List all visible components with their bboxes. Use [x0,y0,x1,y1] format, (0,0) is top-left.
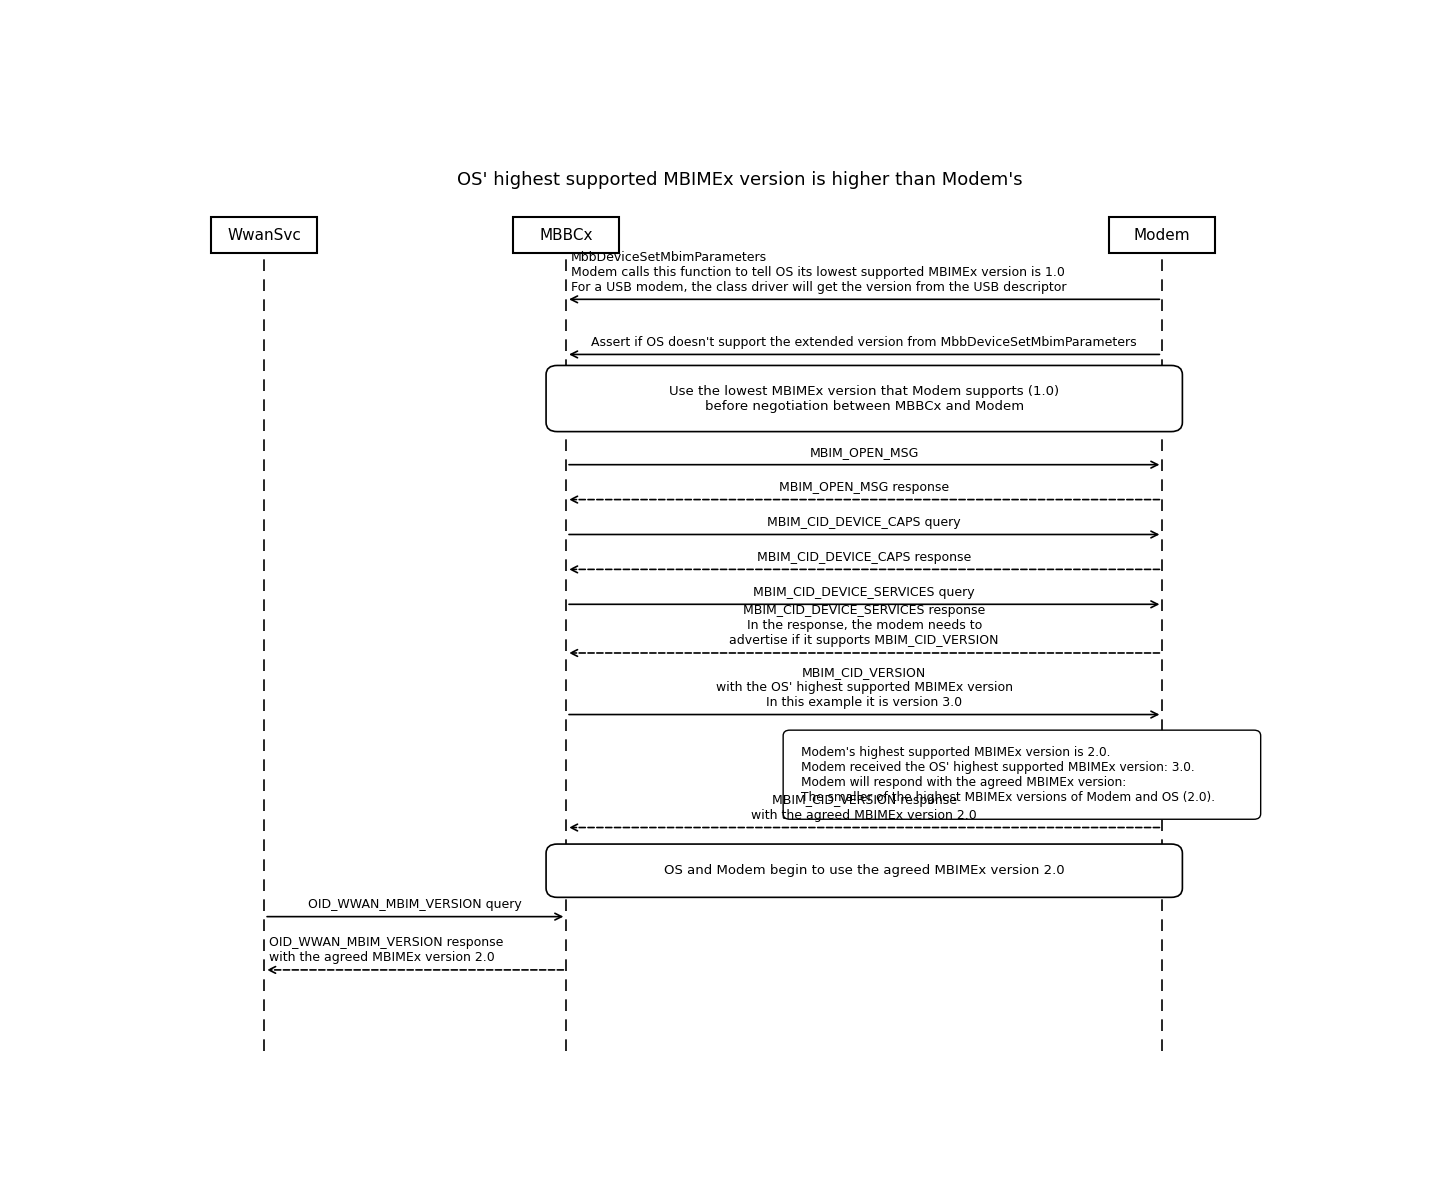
Text: MbbDeviceSetMbimParameters
Modem calls this function to tell OS its lowest suppo: MbbDeviceSetMbimParameters Modem calls t… [570,251,1066,293]
Text: MBIM_CID_DEVICE_SERVICES query: MBIM_CID_DEVICE_SERVICES query [753,586,975,599]
Text: MBIM_CID_VERSION
with the OS' highest supported MBIMEx version
In this example i: MBIM_CID_VERSION with the OS' highest su… [716,666,1013,709]
Text: Assert if OS doesn't support the extended version from MbbDeviceSetMbimParameter: Assert if OS doesn't support the extende… [592,336,1137,348]
FancyBboxPatch shape [211,217,317,253]
Text: OID_WWAN_MBIM_VERSION query: OID_WWAN_MBIM_VERSION query [309,898,522,911]
FancyBboxPatch shape [514,217,619,253]
Text: OS' highest supported MBIMEx version is higher than Modem's: OS' highest supported MBIMEx version is … [457,171,1022,188]
Text: MBIM_CID_DEVICE_SERVICES response
In the response, the modem needs to
advertise : MBIM_CID_DEVICE_SERVICES response In the… [730,605,999,648]
Text: OID_WWAN_MBIM_VERSION response
with the agreed MBIMEx version 2.0: OID_WWAN_MBIM_VERSION response with the … [268,937,504,964]
FancyBboxPatch shape [784,730,1261,820]
Text: Use the lowest MBIMEx version that Modem supports (1.0)
before negotiation betwe: Use the lowest MBIMEx version that Modem… [670,384,1059,413]
Text: MBIM_CID_DEVICE_CAPS response: MBIM_CID_DEVICE_CAPS response [758,551,971,564]
Text: MBIM_OPEN_MSG: MBIM_OPEN_MSG [810,446,919,459]
Text: MBIM_CID_DEVICE_CAPS query: MBIM_CID_DEVICE_CAPS query [768,517,961,528]
Text: MBBCx: MBBCx [540,228,593,242]
Text: MBIM_CID_VERSION response
with the agreed MBIMEx version 2.0: MBIM_CID_VERSION response with the agree… [752,795,977,822]
Text: Modem: Modem [1134,228,1190,242]
FancyBboxPatch shape [1110,217,1215,253]
FancyBboxPatch shape [545,845,1182,897]
Text: Modem's highest supported MBIMEx version is 2.0.
Modem received the OS' highest : Modem's highest supported MBIMEx version… [801,746,1215,804]
FancyBboxPatch shape [545,365,1182,432]
Text: WwanSvc: WwanSvc [228,228,302,242]
Text: MBIM_OPEN_MSG response: MBIM_OPEN_MSG response [779,481,949,494]
Text: OS and Modem begin to use the agreed MBIMEx version 2.0: OS and Modem begin to use the agreed MBI… [664,864,1065,877]
